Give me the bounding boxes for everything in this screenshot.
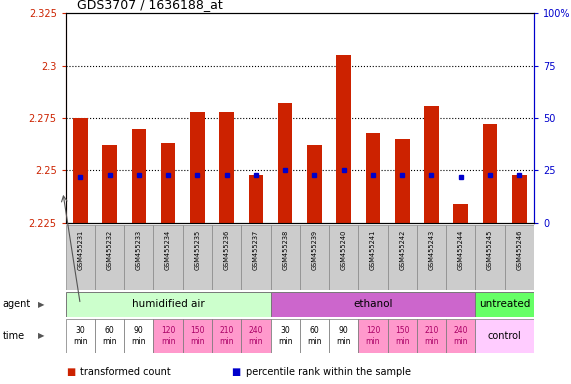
Bar bbox=[388, 225, 417, 290]
Bar bbox=[161, 143, 175, 223]
Bar bbox=[183, 225, 212, 290]
Bar bbox=[271, 319, 300, 353]
Bar bbox=[154, 225, 183, 290]
Text: 210
min: 210 min bbox=[424, 326, 439, 346]
Text: ▶: ▶ bbox=[38, 300, 45, 309]
Bar bbox=[212, 225, 241, 290]
Bar bbox=[271, 225, 300, 290]
Bar bbox=[66, 319, 95, 353]
Text: GSM455234: GSM455234 bbox=[165, 230, 171, 270]
Bar bbox=[73, 118, 87, 223]
Bar bbox=[475, 225, 505, 290]
Text: GSM455241: GSM455241 bbox=[370, 230, 376, 270]
Bar bbox=[329, 319, 359, 353]
Bar bbox=[359, 319, 388, 353]
Text: 120
min: 120 min bbox=[365, 326, 380, 346]
Bar bbox=[248, 175, 263, 223]
Text: GSM455231: GSM455231 bbox=[77, 230, 83, 270]
Text: 90
min: 90 min bbox=[131, 326, 146, 346]
Text: GSM455232: GSM455232 bbox=[107, 230, 112, 270]
Text: GSM455235: GSM455235 bbox=[194, 230, 200, 270]
Bar bbox=[365, 133, 380, 223]
Text: GSM455242: GSM455242 bbox=[399, 230, 405, 270]
Text: GDS3707 / 1636188_at: GDS3707 / 1636188_at bbox=[77, 0, 223, 12]
Text: 30
min: 30 min bbox=[278, 326, 292, 346]
Text: GSM455243: GSM455243 bbox=[428, 230, 435, 270]
Bar bbox=[388, 319, 417, 353]
Bar bbox=[66, 292, 271, 317]
Bar bbox=[417, 319, 446, 353]
Bar bbox=[505, 225, 534, 290]
Text: GSM455240: GSM455240 bbox=[341, 230, 347, 270]
Bar bbox=[124, 319, 154, 353]
Bar bbox=[336, 55, 351, 223]
Bar bbox=[482, 124, 497, 223]
Bar bbox=[475, 292, 534, 317]
Text: ▶: ▶ bbox=[38, 331, 45, 341]
Bar bbox=[424, 106, 439, 223]
Text: 150
min: 150 min bbox=[190, 326, 204, 346]
Text: GSM455236: GSM455236 bbox=[224, 230, 230, 270]
Text: control: control bbox=[488, 331, 521, 341]
Text: GSM455233: GSM455233 bbox=[136, 230, 142, 270]
Text: 30
min: 30 min bbox=[73, 326, 87, 346]
Bar bbox=[190, 112, 204, 223]
Bar bbox=[300, 319, 329, 353]
Text: GSM455244: GSM455244 bbox=[458, 230, 464, 270]
Bar bbox=[124, 225, 154, 290]
Text: 240
min: 240 min bbox=[248, 326, 263, 346]
Bar bbox=[329, 225, 359, 290]
Text: 120
min: 120 min bbox=[161, 326, 175, 346]
Text: time: time bbox=[3, 331, 25, 341]
Text: ■: ■ bbox=[231, 367, 240, 377]
Text: GSM455237: GSM455237 bbox=[253, 230, 259, 270]
Text: 60
min: 60 min bbox=[307, 326, 321, 346]
Bar bbox=[417, 225, 446, 290]
Bar bbox=[212, 319, 241, 353]
Bar bbox=[154, 319, 183, 353]
Bar bbox=[359, 225, 388, 290]
Text: transformed count: transformed count bbox=[80, 367, 171, 377]
Bar bbox=[453, 204, 468, 223]
Bar bbox=[95, 225, 124, 290]
Bar bbox=[446, 319, 475, 353]
Bar bbox=[183, 319, 212, 353]
Bar bbox=[102, 145, 117, 223]
Text: GSM455238: GSM455238 bbox=[282, 230, 288, 270]
Bar bbox=[95, 319, 124, 353]
Bar bbox=[66, 225, 95, 290]
Bar bbox=[307, 145, 321, 223]
Bar bbox=[219, 112, 234, 223]
Text: humidified air: humidified air bbox=[132, 299, 204, 310]
Bar bbox=[131, 129, 146, 223]
Text: ethanol: ethanol bbox=[353, 299, 393, 310]
Text: 60
min: 60 min bbox=[102, 326, 117, 346]
Text: GSM455245: GSM455245 bbox=[487, 230, 493, 270]
Bar bbox=[300, 225, 329, 290]
Bar bbox=[271, 292, 475, 317]
Bar bbox=[278, 103, 292, 223]
Bar bbox=[395, 139, 409, 223]
Text: 240
min: 240 min bbox=[453, 326, 468, 346]
Bar bbox=[475, 319, 534, 353]
Text: 150
min: 150 min bbox=[395, 326, 409, 346]
Bar bbox=[512, 175, 526, 223]
Text: ■: ■ bbox=[66, 367, 75, 377]
Text: agent: agent bbox=[3, 299, 31, 310]
Text: GSM455239: GSM455239 bbox=[311, 230, 317, 270]
Bar bbox=[241, 319, 271, 353]
Text: GSM455246: GSM455246 bbox=[516, 230, 522, 270]
Bar bbox=[446, 225, 475, 290]
Bar bbox=[241, 225, 271, 290]
Text: 210
min: 210 min bbox=[219, 326, 234, 346]
Text: untreated: untreated bbox=[479, 299, 530, 310]
Text: percentile rank within the sample: percentile rank within the sample bbox=[246, 367, 411, 377]
Text: 90
min: 90 min bbox=[336, 326, 351, 346]
